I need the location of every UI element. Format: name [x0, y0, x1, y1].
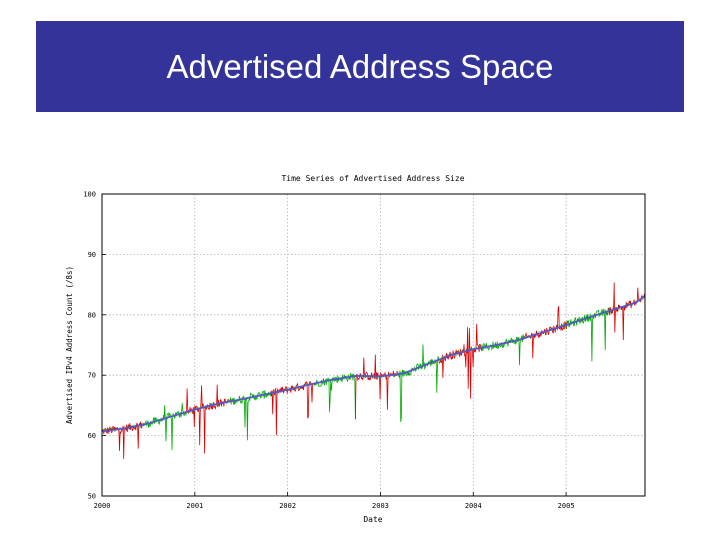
tick-labels: 50 60 70 80 90 100 2000 2001 2002 2003 2004 2005: [83, 191, 574, 511]
x-tick-label: 2000: [94, 502, 111, 510]
raw-sample-segment: [397, 344, 441, 422]
trend-line: [101, 295, 646, 433]
x-tick-label: 2003: [372, 502, 389, 510]
title-bar: Advertised Address Space: [36, 21, 684, 112]
raw-samples: [101, 282, 646, 460]
raw-sample-segment: [270, 380, 314, 436]
raw-sample-segment: [143, 402, 187, 451]
trend-layer: [101, 295, 646, 433]
chart-title: Time Series of Advertised Address Size: [281, 174, 464, 183]
x-axis-label: Date: [363, 515, 382, 524]
y-tick-label: 70: [88, 372, 96, 380]
raw-sample-segment: [608, 282, 646, 341]
y-tick-label: 100: [83, 191, 96, 199]
y-tick-label: 80: [88, 311, 96, 319]
raw-sample-segment: [524, 306, 567, 359]
y-axis-label: Advertised IPv4 Address Count (/8s): [65, 266, 74, 424]
x-tick-label: 2005: [558, 502, 575, 510]
y-tick-label: 90: [88, 251, 96, 259]
time-series-chart: Time Series of Advertised Address Size A…: [65, 174, 646, 524]
raw-sample-segment: [566, 307, 609, 362]
raw-sample-segment: [439, 323, 483, 399]
chart-container: Time Series of Advertised Address Size A…: [50, 168, 710, 540]
slide-title: Advertised Address Space: [166, 47, 554, 85]
raw-sample-segment: [186, 384, 230, 454]
grid-layer: [101, 193, 645, 497]
raw-sample-segment: [481, 334, 525, 366]
y-tick-label: 50: [88, 493, 96, 501]
x-tick-label: 2001: [186, 502, 203, 510]
y-tick-label: 60: [88, 432, 96, 440]
x-tick-label: 2002: [279, 502, 296, 510]
plot-frame: [101, 193, 646, 497]
raw-sample-segment: [355, 354, 398, 420]
x-tick-label: 2004: [465, 502, 482, 510]
